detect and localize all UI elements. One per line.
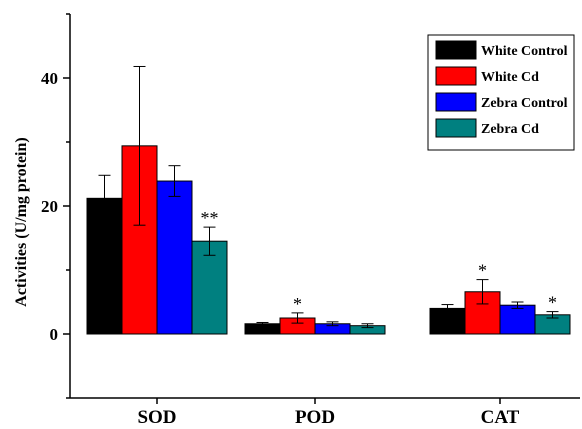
significance-label: **	[201, 208, 219, 228]
significance-label: *	[548, 293, 557, 313]
x-tick-label-sod: SOD	[137, 407, 176, 428]
significance-label: *	[293, 294, 302, 314]
bars-layer: *****	[86, 65, 571, 335]
y-tick-label: 40	[41, 69, 58, 88]
legend-label: White Control	[481, 44, 568, 59]
axes-layer: SOD POD CAT 0 20 40	[41, 13, 580, 428]
y-axis-title: Activities (U/mg protein)	[13, 137, 30, 306]
bar-zebra-cd-sod	[191, 240, 228, 335]
bar-zebra-control-cat	[499, 304, 536, 335]
legend-swatch	[435, 40, 477, 60]
legend-swatch	[435, 118, 477, 138]
bar-zebra-control-sod	[156, 180, 193, 335]
x-tick-label-cat: CAT	[481, 407, 520, 428]
x-tick-label-pod: POD	[295, 407, 335, 428]
legend-swatch	[435, 66, 477, 86]
legend-swatch	[435, 92, 477, 112]
y-tick-label: 0	[50, 325, 59, 344]
legend-label: White Cd	[481, 70, 539, 85]
legend-label: Zebra Control	[481, 96, 568, 111]
legend-label: Zebra Cd	[481, 122, 539, 137]
significance-label: *	[478, 261, 487, 281]
y-tick-label: 20	[41, 197, 58, 216]
legend: White Control White Cd Zebra Control Zebra …	[427, 34, 575, 151]
